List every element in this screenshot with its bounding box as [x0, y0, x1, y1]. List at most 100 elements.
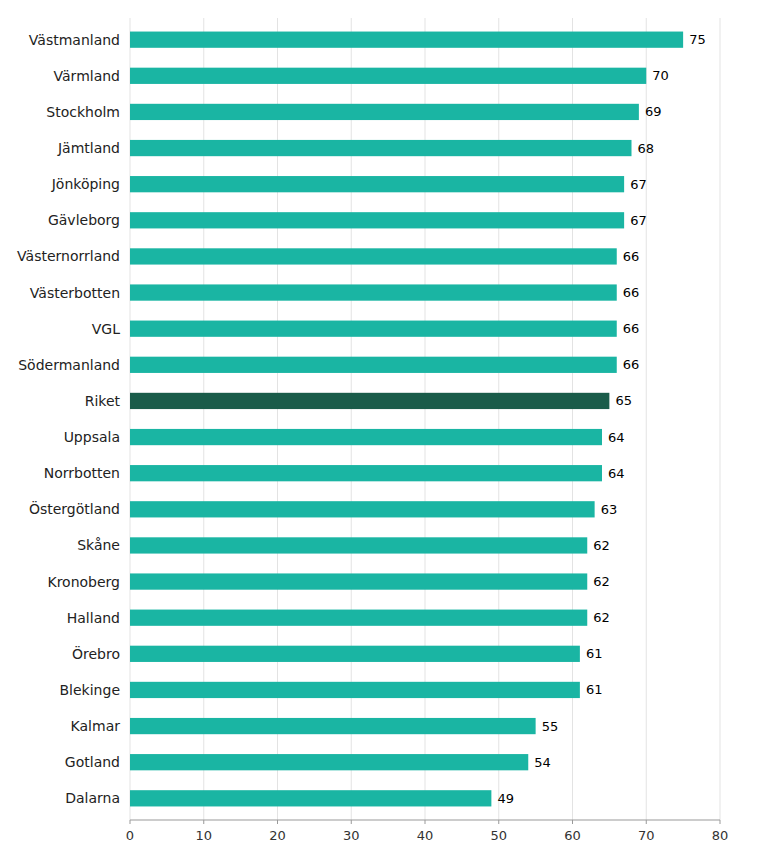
- category-label: Halland: [67, 610, 120, 626]
- data-label: 61: [586, 646, 603, 661]
- bar: [130, 610, 587, 626]
- axis-line: [130, 820, 720, 821]
- data-label: 54: [534, 755, 551, 770]
- tick-label: 40: [417, 828, 434, 843]
- bar: [130, 176, 624, 192]
- category-label: Riket: [85, 393, 121, 409]
- category-label: Norrbotten: [44, 465, 120, 481]
- tick-mark: [572, 820, 573, 824]
- category-label: Kronoberg: [47, 574, 120, 590]
- bar: [130, 682, 580, 698]
- bar: [130, 501, 595, 517]
- data-label: 49: [497, 791, 514, 806]
- grid-line: [130, 18, 131, 820]
- grid-line: [277, 18, 278, 820]
- tick-label: 20: [269, 828, 286, 843]
- data-label: 55: [542, 719, 559, 734]
- tick-mark: [498, 820, 499, 824]
- bar: [130, 429, 602, 445]
- bar: [130, 537, 587, 553]
- category-label: Östergötland: [29, 500, 120, 517]
- chart-svg: 0 10 20 30 40 50 60 70 80 Dalarna 49 Gotland 54 Kalma…: [0, 0, 760, 864]
- category-label: Jönköping: [51, 176, 120, 192]
- data-label: 67: [630, 213, 647, 228]
- category-label: Västmanland: [29, 32, 120, 48]
- category-label: Södermanland: [18, 357, 120, 373]
- grid: [130, 18, 720, 820]
- data-label: 62: [593, 610, 610, 625]
- category-label: Uppsala: [64, 429, 120, 445]
- tick-mark: [203, 820, 204, 824]
- bar: [130, 754, 528, 770]
- bar: [130, 790, 491, 806]
- data-label: 70: [652, 68, 669, 83]
- tick-label: 0: [126, 828, 134, 843]
- bar: [130, 32, 683, 48]
- category-label: Västerbotten: [30, 285, 120, 301]
- grid-line: [720, 18, 721, 820]
- data-label: 66: [623, 357, 640, 372]
- grid-line: [425, 18, 426, 820]
- grid-line: [203, 18, 204, 820]
- category-label: Jämtland: [57, 140, 120, 156]
- data-label: 68: [638, 141, 655, 156]
- category-label: Stockholm: [46, 104, 120, 120]
- tick-mark: [277, 820, 278, 824]
- tick-label: 60: [564, 828, 581, 843]
- data-label: 64: [608, 430, 625, 445]
- grid-line: [351, 18, 352, 820]
- category-label: Skåne: [77, 537, 120, 553]
- tick-mark: [130, 820, 131, 824]
- labels: Dalarna 49 Gotland 54 Kalmar 55 Blekinge 61 Öreb…: [17, 32, 706, 807]
- bar: [130, 393, 609, 409]
- bar: [130, 573, 587, 589]
- category-label: Dalarna: [65, 790, 120, 806]
- bar: [130, 248, 617, 264]
- tick-mark: [646, 820, 647, 824]
- data-label: 75: [689, 32, 706, 47]
- data-label: 69: [645, 104, 662, 119]
- tick-mark: [351, 820, 352, 824]
- data-label: 61: [586, 682, 603, 697]
- data-label: 66: [623, 249, 640, 264]
- grid-line: [646, 18, 647, 820]
- tick-label: 80: [712, 828, 729, 843]
- category-label: Värmland: [54, 68, 120, 84]
- tick-label: 50: [490, 828, 507, 843]
- data-label: 64: [608, 466, 625, 481]
- data-label: 65: [615, 393, 632, 408]
- category-label: Gävleborg: [48, 212, 120, 228]
- bar: [130, 646, 580, 662]
- category-label: Gotland: [65, 754, 120, 770]
- bar: [130, 284, 617, 300]
- bar: [130, 321, 617, 337]
- tick-label: 10: [195, 828, 212, 843]
- bar: [130, 465, 602, 481]
- bars: [130, 32, 683, 807]
- tick-mark: [720, 820, 721, 824]
- grid-line: [572, 18, 573, 820]
- data-label: 66: [623, 321, 640, 336]
- tick-label: 30: [343, 828, 360, 843]
- value-axis: 0 10 20 30 40 50 60 70 80: [126, 820, 728, 843]
- bar: [130, 68, 646, 84]
- tick-label: 70: [638, 828, 655, 843]
- data-label: 62: [593, 574, 610, 589]
- bar: [130, 104, 639, 120]
- bar: [130, 212, 624, 228]
- category-label: Västernorrland: [17, 248, 120, 264]
- category-label: Kalmar: [71, 718, 121, 734]
- data-label: 67: [630, 177, 647, 192]
- category-label: Blekinge: [60, 682, 120, 698]
- bar: [130, 357, 617, 373]
- category-label: Örebro: [72, 645, 120, 662]
- data-label: 63: [601, 502, 618, 517]
- grid-line: [498, 18, 499, 820]
- chart-container: 0 10 20 30 40 50 60 70 80 Dalarna 49 Gotland 54 Kalma…: [0, 0, 760, 864]
- data-label: 66: [623, 285, 640, 300]
- bar: [130, 718, 536, 734]
- category-label: VGL: [92, 321, 120, 337]
- bar: [130, 140, 632, 156]
- data-label: 62: [593, 538, 610, 553]
- tick-mark: [425, 820, 426, 824]
